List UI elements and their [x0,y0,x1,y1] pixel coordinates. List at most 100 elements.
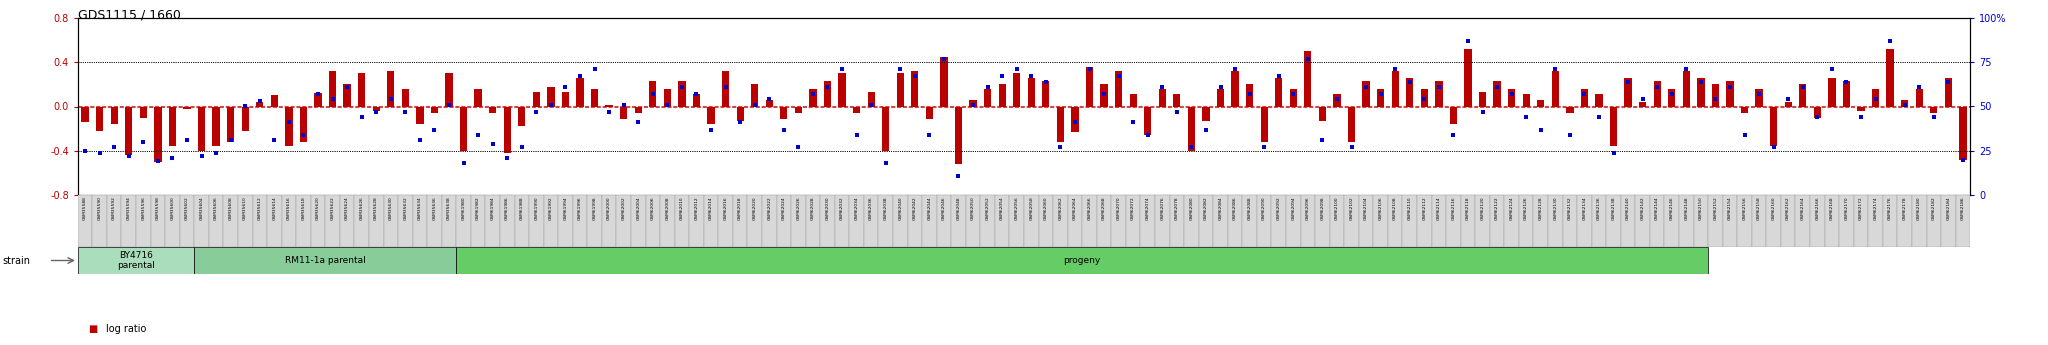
Bar [213,107,219,146]
Bar [1319,107,1325,121]
Bar [1262,107,1268,142]
Bar [135,195,152,247]
Text: GSM61982: GSM61982 [475,197,479,220]
Text: GSM62038: GSM62038 [885,197,887,220]
Bar [125,107,133,155]
Bar [1421,89,1427,107]
Bar [1636,195,1651,247]
Bar [1784,102,1792,107]
Bar [823,81,831,107]
Text: GSM35602: GSM35602 [184,197,188,220]
Text: GSM35628: GSM35628 [375,197,379,220]
Bar [838,73,846,107]
Text: GSM62002: GSM62002 [623,197,627,220]
Bar [1126,195,1141,247]
Bar [139,107,147,118]
Bar [1927,195,1942,247]
Bar [442,195,457,247]
Text: GSM62062: GSM62062 [1059,197,1063,220]
Bar [180,195,195,247]
Bar [780,107,786,119]
Bar [1825,195,1839,247]
Text: GSM62124: GSM62124 [1509,197,1513,220]
Bar [1376,89,1384,107]
Bar [285,107,293,146]
Text: GSM62020: GSM62020 [754,197,756,220]
Text: GSM62180: GSM62180 [1917,197,1921,220]
Text: GSM62034: GSM62034 [854,197,858,220]
Bar [369,195,383,247]
Bar [387,71,395,107]
Bar [1188,107,1196,151]
Bar [1868,195,1882,247]
Bar [897,73,903,107]
Bar [1333,94,1341,107]
Bar [238,195,252,247]
Bar [1493,81,1501,107]
Bar [1436,81,1442,107]
Bar [256,102,264,107]
Bar [1581,89,1587,107]
Text: GSM35592: GSM35592 [113,197,117,220]
Bar [412,195,428,247]
Text: GSM61996: GSM61996 [578,197,582,220]
Bar [573,195,588,247]
Bar [1348,107,1356,142]
Text: GSM35612: GSM35612 [258,197,262,220]
Bar [868,92,874,107]
Text: GSM35596: GSM35596 [141,197,145,220]
Bar [705,195,719,247]
Text: GSM62110: GSM62110 [1407,197,1411,220]
Bar [1606,195,1620,247]
Bar [489,107,496,113]
Bar [1522,94,1530,107]
Bar [954,107,963,164]
Text: GSM61984: GSM61984 [492,197,496,220]
Bar [1679,195,1694,247]
Bar [1081,195,1098,247]
Bar [1567,107,1573,113]
Text: GSM62158: GSM62158 [1757,197,1761,220]
Bar [1507,89,1516,107]
Bar [514,195,528,247]
Text: GSM61992: GSM61992 [549,197,553,220]
Text: GSM62064: GSM62064 [1073,197,1077,220]
Text: log ratio: log ratio [106,324,147,334]
Bar [752,85,758,107]
Bar [1896,195,1913,247]
Text: GSM62058: GSM62058 [1030,197,1034,220]
Bar [2017,71,2025,107]
Text: GSM62090: GSM62090 [1262,197,1266,220]
Bar [227,107,233,142]
Bar [602,195,616,247]
Text: GSM35638: GSM35638 [446,197,451,220]
Bar [315,93,322,107]
Text: GSM62080: GSM62080 [1190,197,1194,220]
Text: GSM35590: GSM35590 [98,197,102,220]
Text: GSM62056: GSM62056 [1014,197,1018,220]
Bar [940,57,948,107]
Bar [723,71,729,107]
Text: GSM62010: GSM62010 [680,197,684,220]
Text: GSM35624: GSM35624 [346,197,348,220]
Bar [1212,195,1229,247]
Bar [1915,89,1923,107]
Bar [995,195,1010,247]
Bar [1010,195,1024,247]
Text: GSM35630: GSM35630 [389,197,393,220]
Text: GSM35620: GSM35620 [315,197,319,220]
Bar [1130,94,1137,107]
Bar [1343,195,1358,247]
Bar [1391,71,1399,107]
Text: GSM62070: GSM62070 [1116,197,1120,220]
Bar [1141,195,1155,247]
Bar [1257,195,1272,247]
Bar [1960,107,1966,160]
Text: GSM62084: GSM62084 [1219,197,1223,220]
Bar [1450,107,1456,124]
Bar [588,195,602,247]
Bar [1974,92,1980,107]
Bar [168,107,176,146]
Text: GSM62050: GSM62050 [971,197,975,220]
Bar [518,107,526,126]
